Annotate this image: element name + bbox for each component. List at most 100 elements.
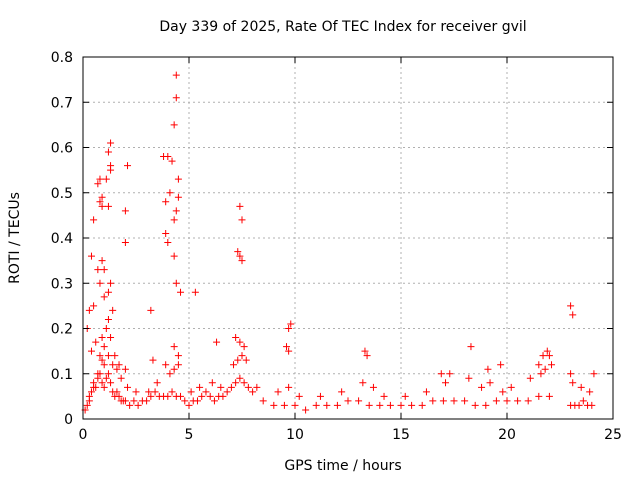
data-point <box>234 248 242 256</box>
data-point <box>100 293 108 301</box>
data-point <box>174 352 182 360</box>
data-point <box>446 370 454 378</box>
data-point <box>147 306 155 314</box>
data-point <box>450 397 458 405</box>
data-point <box>514 397 522 405</box>
data-point <box>85 392 93 400</box>
data-point <box>238 216 246 224</box>
data-point <box>323 401 331 409</box>
data-point <box>461 397 469 405</box>
data-points <box>81 71 598 414</box>
data-point <box>548 361 556 369</box>
data-point <box>240 343 248 351</box>
grid <box>83 57 613 419</box>
data-point <box>100 266 108 274</box>
data-point <box>109 361 117 369</box>
data-point <box>98 257 106 265</box>
data-point <box>545 392 553 400</box>
y-tick-label: 0.8 <box>51 50 73 66</box>
data-point <box>124 383 132 391</box>
data-point <box>100 361 108 369</box>
data-point <box>408 401 416 409</box>
data-point <box>90 383 98 391</box>
data-point <box>234 356 242 364</box>
data-point <box>107 139 115 147</box>
data-point <box>107 279 115 287</box>
data-point <box>206 392 214 400</box>
data-point <box>196 383 204 391</box>
data-point <box>285 383 293 391</box>
data-point <box>98 334 106 342</box>
data-point <box>143 397 151 405</box>
data-point <box>98 356 106 364</box>
data-point <box>526 374 534 382</box>
data-point <box>187 388 195 396</box>
data-point <box>117 374 125 382</box>
data-point <box>376 401 384 409</box>
data-point <box>113 365 121 373</box>
data-point <box>104 370 112 378</box>
data-point <box>170 365 178 373</box>
data-point <box>177 288 185 296</box>
data-point <box>210 397 218 405</box>
data-point <box>94 370 102 378</box>
data-point <box>162 229 170 237</box>
y-axis-label: ROTI / TECUs <box>7 192 23 284</box>
data-point <box>442 379 450 387</box>
data-point <box>236 202 244 210</box>
data-point <box>164 239 172 247</box>
data-point <box>102 175 110 183</box>
data-point <box>422 388 430 396</box>
data-point <box>579 397 587 405</box>
data-point <box>302 406 310 414</box>
data-point <box>312 401 320 409</box>
data-point <box>96 175 104 183</box>
data-point <box>344 397 352 405</box>
x-tick-label: 10 <box>286 427 304 443</box>
data-point <box>439 397 447 405</box>
data-point <box>482 401 490 409</box>
data-point <box>507 383 515 391</box>
axis-tick-labels: 0 5 10 15 20 25 0 0.1 0.2 0.3 0.4 0.5 0.6 0.7 0.8 <box>51 50 622 443</box>
data-point <box>85 306 93 314</box>
data-point <box>111 352 119 360</box>
data-point <box>242 356 250 364</box>
y-tick-label: 0.4 <box>51 231 73 247</box>
data-point <box>145 388 153 396</box>
data-point <box>153 379 161 387</box>
data-point <box>236 374 244 382</box>
data-point <box>586 388 594 396</box>
data-point <box>539 352 547 360</box>
data-point <box>365 401 373 409</box>
y-tick-label: 0.7 <box>51 95 73 111</box>
data-point <box>363 352 371 360</box>
data-point <box>107 379 115 387</box>
data-point <box>164 392 172 400</box>
data-point <box>545 352 553 360</box>
data-point <box>401 392 409 400</box>
data-point <box>121 207 129 215</box>
data-point <box>115 392 123 400</box>
data-point <box>244 383 252 391</box>
data-point <box>104 315 112 323</box>
data-point <box>102 374 110 382</box>
data-point <box>113 388 121 396</box>
data-point <box>130 397 138 405</box>
x-tick-label: 20 <box>498 427 516 443</box>
data-point <box>274 388 282 396</box>
y-tick-label: 0.1 <box>51 367 73 383</box>
data-point <box>166 370 174 378</box>
data-point <box>232 334 240 342</box>
data-point <box>492 397 500 405</box>
data-point <box>541 365 549 373</box>
data-point <box>160 153 168 161</box>
data-point <box>181 397 189 405</box>
data-point <box>149 356 157 364</box>
data-point <box>285 347 293 355</box>
data-point <box>104 352 112 360</box>
data-point <box>232 379 240 387</box>
data-point <box>104 148 112 156</box>
data-point <box>240 379 248 387</box>
data-point <box>166 189 174 197</box>
